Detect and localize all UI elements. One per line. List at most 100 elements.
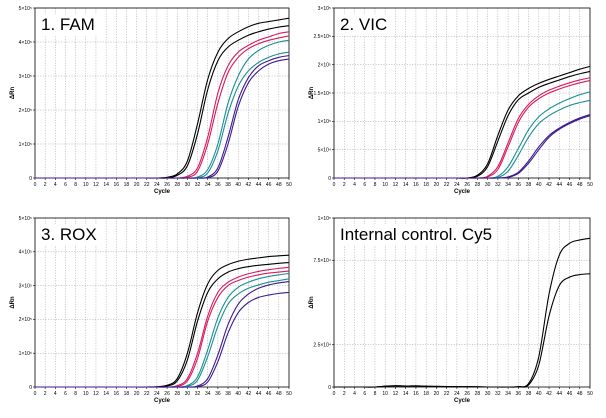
x-tick-label: 24	[154, 391, 160, 397]
x-tick-label: 34	[505, 182, 511, 188]
x-tick-label: 14	[403, 182, 409, 188]
x-tick-label: 32	[195, 391, 201, 397]
y-tick-label: 5×10⁵	[19, 6, 32, 12]
x-tick-label: 8	[374, 391, 377, 397]
x-tick-label: 34	[205, 182, 211, 188]
panel-title: 1. FAM	[41, 15, 95, 34]
x-tick-label: 10	[382, 391, 388, 397]
x-tick-label: 38	[526, 182, 532, 188]
x-tick-label: 40	[536, 182, 542, 188]
x-tick-label: 2	[44, 391, 47, 397]
x-tick-label: 32	[495, 182, 501, 188]
panel-title-background	[39, 14, 97, 35]
x-tick-label: 22	[444, 182, 450, 188]
amplification-curve-6	[35, 51, 290, 179]
x-tick-label: 14	[103, 182, 109, 188]
amplification-curve-4	[334, 79, 591, 179]
x-tick-label: 32	[195, 182, 201, 188]
x-tick-label: 40	[235, 391, 241, 397]
x-axis-label: Cycle	[154, 398, 171, 404]
x-axis-label: Cycle	[454, 398, 471, 404]
x-tick-label: 34	[205, 391, 211, 397]
x-tick-label: 20	[134, 391, 140, 397]
x-tick-label: 24	[154, 182, 160, 188]
x-tick-label: 6	[363, 391, 366, 397]
x-tick-label: 44	[556, 182, 562, 188]
y-tick-label: 4×10⁵	[19, 40, 32, 46]
x-tick-label: 28	[174, 182, 180, 188]
amplification-curve-4	[35, 35, 290, 179]
x-tick-label: 22	[144, 391, 150, 397]
amplification-curve-1	[334, 65, 591, 179]
chart-panel-3: 0 2 4 6 8 10 12 14 16 18 20 22 24 26 28 30 32 34 36 38 40 42 4…	[10, 216, 292, 404]
x-tick-label: 28	[174, 391, 180, 397]
amplification-curve-3	[34, 266, 290, 388]
x-tick-label: 8	[374, 182, 377, 188]
x-tick-label: 12	[93, 391, 99, 397]
x-tick-label: 42	[546, 391, 552, 397]
x-tick-label: 36	[516, 182, 522, 188]
x-tick-label: 14	[403, 391, 409, 397]
y-axis-label: ΔRn	[309, 296, 315, 309]
amplification-curve-7	[34, 280, 290, 388]
x-tick-label: 46	[567, 182, 573, 188]
x-tick-label: 14	[103, 391, 109, 397]
x-tick-label: 38	[225, 391, 231, 397]
x-tick-label: 2	[343, 182, 346, 188]
chart-panel-4: 0 2 4 6 8 10 12 14 16 18 20 22 24 26 28 30 32 34 36 38 40 42 4…	[309, 216, 593, 404]
y-axis-label: ΔRn	[10, 87, 16, 100]
x-tick-label: 34	[505, 391, 511, 397]
x-tick-label: 36	[215, 182, 221, 188]
x-tick-label: 20	[434, 182, 440, 188]
x-tick-label: 30	[485, 391, 491, 397]
x-tick-label: 36	[516, 391, 522, 397]
panel-title-background	[39, 224, 99, 245]
chart-panel-1: 0 2 4 6 8 10 12 14 16 18 20 22 24 26 28 30 32 34 36 38 40 42 4…	[10, 6, 292, 195]
amplification-curve-2	[334, 70, 591, 179]
x-tick-label: 24	[454, 391, 460, 397]
y-tick-label: 0	[328, 176, 331, 182]
x-tick-label: 4	[54, 182, 57, 188]
y-tick-label: 3×10⁵	[19, 283, 32, 289]
x-tick-label: 18	[124, 182, 130, 188]
x-tick-label: 22	[444, 391, 450, 397]
x-tick-label: 28	[475, 182, 481, 188]
x-tick-label: 36	[215, 391, 221, 397]
x-tick-label: 10	[382, 182, 388, 188]
x-tick-label: 40	[536, 391, 542, 397]
y-tick-label: 1.5×10⁵	[313, 91, 331, 97]
x-tick-label: 42	[246, 182, 252, 188]
y-tick-label: 1×10⁵	[318, 119, 331, 125]
panel-title: Internal control. Cy5	[340, 225, 492, 244]
x-tick-label: 8	[74, 182, 77, 188]
x-tick-label: 20	[134, 182, 140, 188]
x-tick-label: 48	[577, 391, 583, 397]
amplification-curve-8	[334, 115, 591, 179]
x-tick-label: 48	[276, 182, 282, 188]
x-tick-label: 4	[54, 391, 57, 397]
x-tick-label: 0	[333, 182, 336, 188]
y-axis-label: ΔRn	[309, 87, 315, 100]
panel-title: 3. ROX	[41, 225, 97, 244]
x-tick-label: 38	[225, 182, 231, 188]
x-tick-label: 44	[556, 391, 562, 397]
x-tick-label: 6	[363, 182, 366, 188]
x-tick-label: 46	[266, 182, 272, 188]
y-axis-label: ΔRn	[10, 296, 16, 309]
x-tick-label: 0	[34, 391, 37, 397]
x-tick-label: 38	[526, 391, 532, 397]
x-tick-label: 46	[567, 391, 573, 397]
y-tick-label: 4×10⁵	[19, 250, 32, 256]
x-tick-label: 16	[113, 182, 119, 188]
x-tick-label: 32	[495, 391, 501, 397]
x-tick-label: 50	[286, 391, 292, 397]
x-tick-label: 30	[185, 391, 191, 397]
x-tick-label: 44	[256, 391, 262, 397]
amplification-curve-1	[34, 254, 290, 388]
x-tick-label: 28	[475, 391, 481, 397]
y-tick-label: 5×10⁴	[318, 147, 331, 153]
x-axis-label: Cycle	[454, 189, 471, 195]
x-tick-label: 22	[144, 182, 150, 188]
